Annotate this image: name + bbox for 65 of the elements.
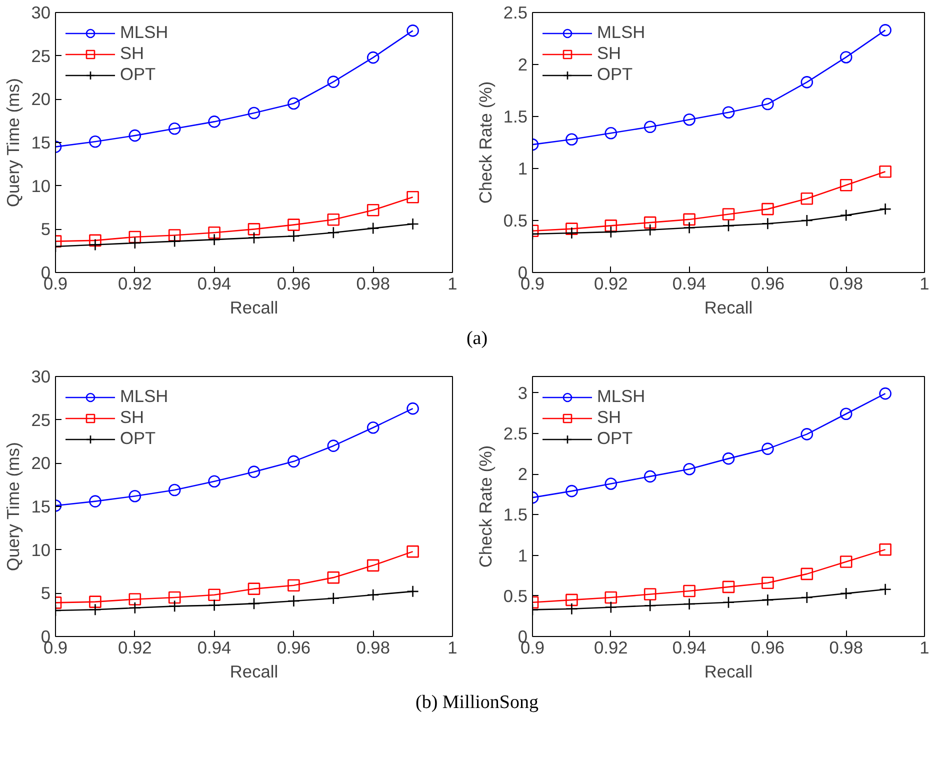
y-tick-label: 5: [40, 583, 51, 604]
x-tick-label: 0.94: [197, 274, 232, 294]
y-tick-label: 25: [31, 410, 51, 430]
x-tick-label: 0.98: [829, 638, 863, 658]
x-tick-label: 1: [448, 274, 458, 294]
x-tick-label: 0.98: [356, 638, 390, 658]
y-axis-title: Check Rate (%): [475, 445, 496, 568]
legend-label: SH: [597, 43, 622, 64]
y-tick-label: 3: [518, 382, 528, 403]
x-tick-label: 0.92: [118, 274, 152, 294]
y-tick-label: 5: [40, 219, 51, 240]
x-tick-label: 0.94: [197, 638, 232, 658]
y-tick-label: 15: [31, 132, 51, 152]
text: (a): [466, 327, 488, 351]
x-tick-label: 0.96: [750, 638, 785, 658]
y-axis-title: Query Time (ms): [3, 78, 24, 208]
x-axis-title: Recall: [230, 298, 278, 318]
y-tick-label: 10: [31, 540, 51, 560]
y-tick-label: 0.5: [503, 586, 528, 606]
y-tick-label: 1.5: [503, 106, 528, 126]
y-tick-label: 2: [518, 54, 528, 74]
x-tick-label: 0.92: [594, 638, 628, 658]
legend-label: MLSH: [120, 22, 168, 43]
x-tick-label: 0.94: [672, 638, 707, 658]
y-tick-label: 2: [518, 464, 528, 484]
y-tick-label: 25: [31, 46, 51, 66]
legend-label: MLSH: [597, 386, 646, 407]
x-tick-label: 0.96: [276, 274, 311, 294]
y-tick-label: 20: [31, 89, 51, 110]
legend-label: MLSH: [597, 22, 646, 43]
y-axis-title: Query Time (ms): [3, 442, 24, 572]
text: (b) MillionSong: [416, 691, 538, 715]
x-tick-label: 0.98: [829, 274, 863, 294]
x-tick-label: 0.96: [750, 274, 785, 294]
y-tick-label: 2.5: [503, 423, 528, 444]
x-tick-label: 0.92: [594, 274, 628, 294]
legend-label: MLSH: [120, 386, 168, 407]
y-tick-label: 15: [31, 496, 51, 516]
y-tick-label: 1: [518, 545, 528, 566]
legend-label: SH: [597, 407, 622, 428]
legend-label: OPT: [120, 428, 156, 449]
y-tick-label: 30: [31, 366, 51, 386]
y-tick-label: 1.5: [503, 504, 528, 525]
y-tick-label: 0.5: [503, 210, 528, 230]
x-tick-label: 0.96: [276, 638, 311, 658]
y-tick-label: 1: [518, 158, 528, 178]
y-tick-label: 2.5: [503, 2, 528, 22]
x-tick-label: 1: [920, 274, 930, 294]
legend-label: OPT: [597, 64, 633, 85]
x-tick-label: 0.98: [356, 274, 390, 294]
x-axis-title: Recall: [704, 662, 753, 682]
x-tick-label: 1: [448, 638, 458, 658]
y-tick-label: 20: [31, 453, 51, 474]
y-tick-label: 30: [31, 2, 51, 22]
legend-label: SH: [120, 43, 144, 64]
x-tick-label: 0.92: [118, 638, 152, 658]
x-tick-label: 1: [920, 638, 930, 658]
x-axis-title: Recall: [230, 662, 278, 682]
x-tick-label: 0.94: [672, 274, 707, 294]
legend-label: OPT: [120, 64, 156, 85]
legend-label: OPT: [597, 428, 633, 449]
x-axis-title: Recall: [704, 298, 753, 318]
y-tick-label: 10: [31, 176, 51, 196]
legend-label: SH: [120, 407, 144, 428]
y-axis-title: Check Rate (%): [475, 81, 496, 204]
